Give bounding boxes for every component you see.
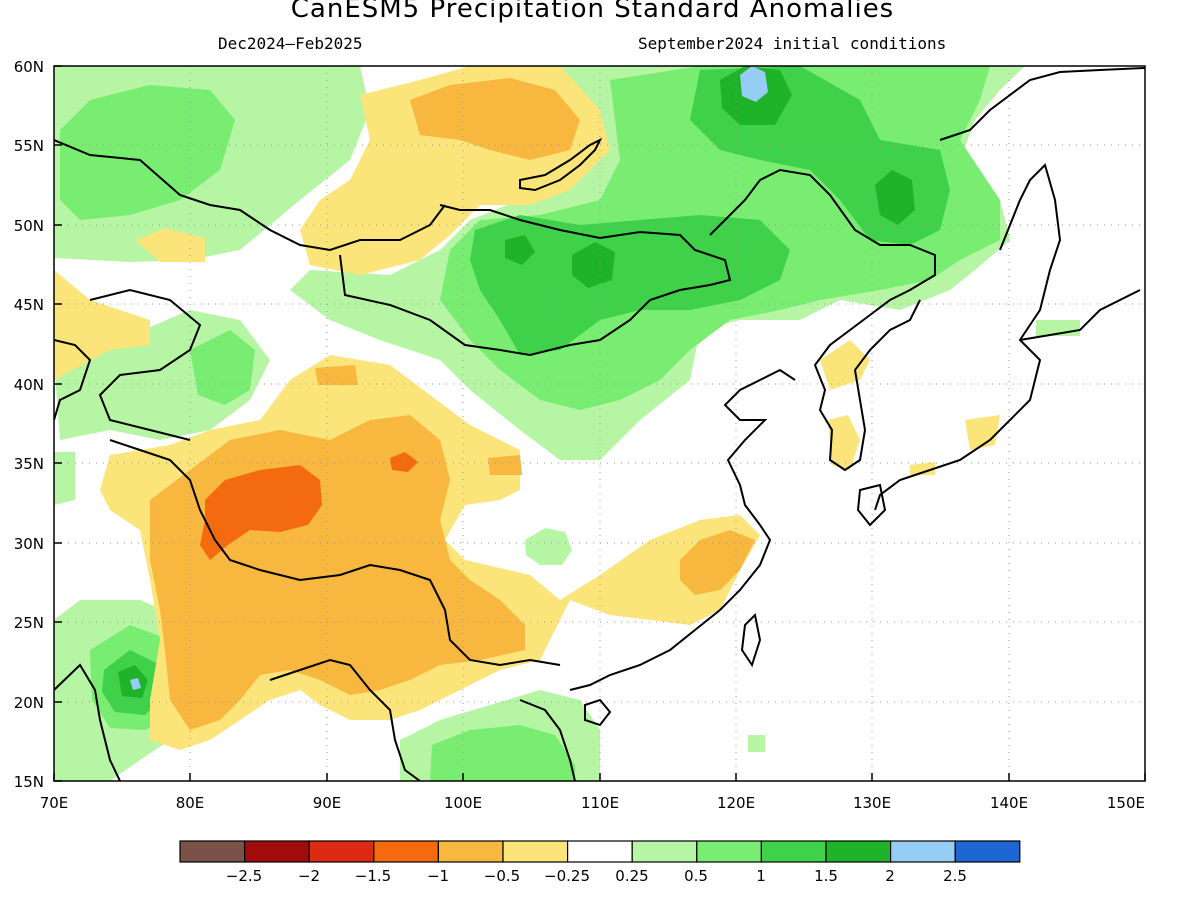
korea-dry-spot <box>820 340 870 390</box>
mongolia-wet-peak-b <box>572 242 615 288</box>
forecast-period: Dec2024–Feb2025 <box>218 34 363 53</box>
lon-tick-label: 90E <box>313 794 342 812</box>
colorbar-label: 0.5 <box>684 867 708 885</box>
india-wet-max <box>130 678 141 690</box>
colorbar-labels: −2.5 −2 −1.5 −1 −0.5 −0.25 0.25 0.5 1 1.… <box>226 867 967 885</box>
siberia-wet-medium <box>60 85 235 220</box>
colorbar-swatch <box>760 840 827 863</box>
anomaly-fields <box>54 66 1145 781</box>
central-asia-wet-medium <box>190 330 255 405</box>
initial-conditions: September2024 initial conditions <box>638 34 947 53</box>
korea-dry-spot-b <box>828 415 860 470</box>
colorbar-swatch <box>889 840 956 863</box>
lat-tick-label: 50N <box>14 217 44 235</box>
west-edge-wet-spot <box>54 452 75 505</box>
lat-tick-marks <box>54 65 62 782</box>
india-coast <box>54 663 121 781</box>
colorbar-label: 1 <box>756 867 766 885</box>
tibet-dry-strong <box>200 465 322 560</box>
colorbar-swatch <box>179 840 246 863</box>
colorbar: −2.5 −2 −1.5 −1 −0.5 −0.25 0.25 0.5 1 1.… <box>179 840 1021 885</box>
coastlines-borders <box>54 67 1145 781</box>
colorbar-swatch <box>825 840 892 863</box>
lon-tick-label: 140E <box>990 794 1028 812</box>
colorbar-swatch <box>696 840 762 863</box>
indochina-coast <box>519 699 576 781</box>
colorbar-swatch <box>244 840 310 863</box>
himalaya-border <box>109 439 561 667</box>
indochina-wet-medium <box>430 725 575 781</box>
lat-tick-label: 45N <box>14 296 44 314</box>
lon-tick-marks <box>53 773 1146 781</box>
lat-tick-label: 40N <box>14 376 44 394</box>
japan-dry-spot-b <box>910 462 935 475</box>
lat-tick-label: 20N <box>14 694 44 712</box>
russia-pacific-coast <box>939 67 1145 141</box>
taiwan-coast <box>740 612 762 668</box>
japan-hokkaido <box>1019 289 1141 341</box>
mongolia-wet-core <box>470 215 790 355</box>
sichuan-dry-spot <box>488 455 522 475</box>
lon-tick-label: 80E <box>176 794 205 812</box>
central-asia-border <box>89 288 202 441</box>
colorbar-swatch <box>308 840 375 863</box>
lon-tick-label: 120E <box>717 794 755 812</box>
japan-dry-spot <box>965 415 1000 450</box>
colorbar-label: −0.25 <box>544 867 590 885</box>
west-coast-fragment <box>54 339 92 421</box>
colorbar-label: −1 <box>427 867 449 885</box>
bay-of-bengal-coast <box>269 658 421 781</box>
lat-tick-label: 30N <box>14 535 44 553</box>
kyushu-coast <box>856 483 887 527</box>
colorbar-label: −1.5 <box>355 867 391 885</box>
japan-honshu <box>874 163 1062 511</box>
lat-tick-label: 60N <box>14 58 44 76</box>
tibet-dry-strong-spot <box>390 452 418 472</box>
colorbar-label: 0.25 <box>615 867 648 885</box>
south-china-wet-spot <box>525 528 572 565</box>
hainan-coast <box>584 698 612 727</box>
lat-tick-label: 15N <box>14 773 44 791</box>
colorbar-label: −2.5 <box>226 867 262 885</box>
lat-tick-label: 35N <box>14 455 44 473</box>
colorbar-label: 2.5 <box>943 867 967 885</box>
northeast-wet-max <box>740 66 768 102</box>
lat-tick-labels: 15N 20N 25N 30N 35N 40N 45N 50N 55N 60N <box>14 58 44 791</box>
colorbar-swatch <box>954 840 1021 863</box>
colorbar-swatches <box>179 840 1021 863</box>
colorbar-label: −0.5 <box>484 867 520 885</box>
south-china-dry-moderate <box>680 530 755 595</box>
china-east-coast <box>569 368 796 691</box>
colorbar-label: −2 <box>298 867 320 885</box>
border-mongolia <box>339 204 732 357</box>
mongolia-wet-peak-a <box>505 235 535 265</box>
colorbar-swatch <box>631 840 698 863</box>
border-kazakhstan-russia <box>54 139 446 252</box>
lon-tick-label: 100E <box>444 794 482 812</box>
lon-tick-label: 110E <box>581 794 619 812</box>
map-title: CanESM5 Precipitation Standard Anomalies <box>290 0 895 24</box>
lake-baikal <box>519 137 603 192</box>
border-northeast-china <box>709 168 936 316</box>
taiwan-wet-spot <box>748 735 765 752</box>
small-dry-spot <box>135 228 205 262</box>
colorbar-label: 2 <box>885 867 895 885</box>
korea-coast <box>813 299 921 472</box>
west-dry-light <box>54 270 150 380</box>
colorbar-swatch <box>502 840 569 863</box>
colorbar-swatch <box>437 840 504 863</box>
lat-tick-label: 25N <box>14 614 44 632</box>
lon-tick-label: 130E <box>853 794 891 812</box>
northeast-wet-peak-b <box>875 170 915 225</box>
tibet-dry-moderate-spot <box>315 365 358 385</box>
colorbar-label: 1.5 <box>814 867 838 885</box>
lon-tick-label: 150E <box>1107 794 1145 812</box>
colorbar-swatch <box>373 840 439 863</box>
lon-tick-labels: 70E 80E 90E 100E 110E 120E 130E 140E 150… <box>40 794 1145 812</box>
north-dry-moderate <box>410 78 580 160</box>
lat-tick-label: 55N <box>14 137 44 155</box>
lon-tick-label: 70E <box>40 794 69 812</box>
colorbar-swatch <box>566 840 633 863</box>
